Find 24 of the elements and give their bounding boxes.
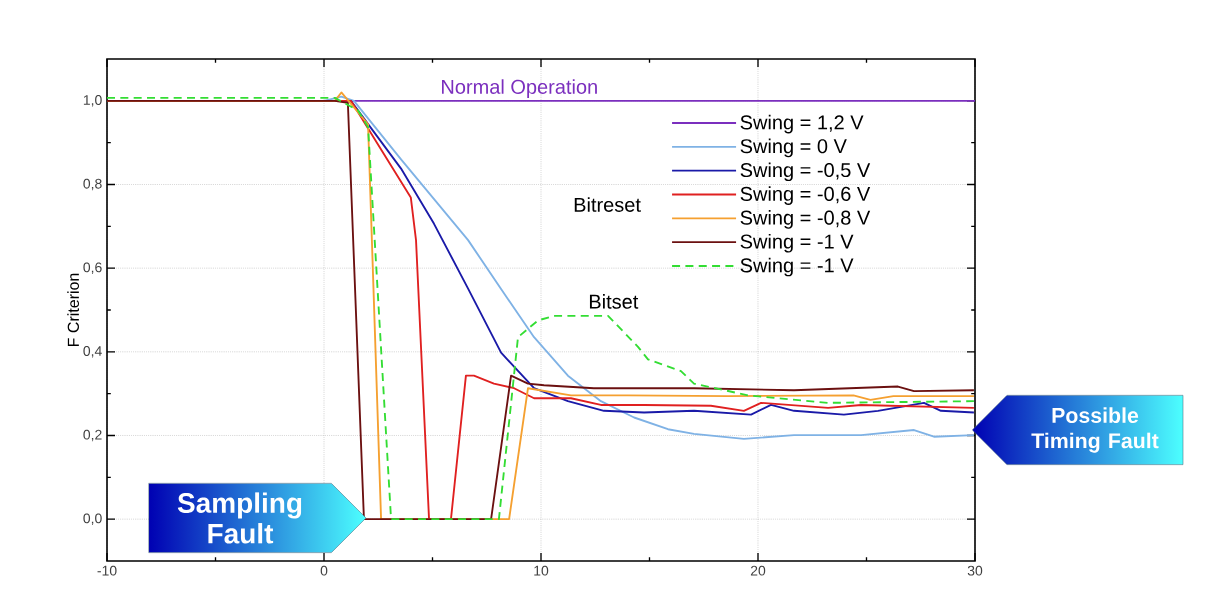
legend-label: Swing = -0,8 V	[740, 210, 871, 229]
y-tick-label: 0,6	[83, 262, 102, 274]
x-tick-label: 20	[750, 565, 766, 576]
x-tick-label: 30	[967, 565, 983, 576]
legend-label: Swing = -0,5 V	[740, 162, 871, 182]
annotation: Bitset	[589, 294, 639, 309]
x-tick-label: -10	[97, 565, 117, 576]
y-tick-label: 0,4	[83, 346, 102, 358]
annotation: Normal Operation	[442, 79, 597, 98]
y-tick-label: 0,8	[83, 178, 102, 191]
x-tick-label: 0	[320, 565, 328, 576]
legend-label: Swing = -0,6 V	[740, 186, 871, 205]
y-tick-label: 1,0	[83, 95, 102, 107]
legend-label: Swing = -1 V	[740, 233, 854, 253]
legend-label: Swing = 0 V	[740, 138, 847, 158]
annotation: Sampling Fault	[177, 492, 302, 544]
x-tick-label: 10	[534, 565, 549, 576]
legend-label: Swing = 1,2 V	[740, 114, 864, 134]
y-tick-label: 0,2	[83, 429, 102, 442]
annotation: Bitreset	[574, 197, 641, 212]
y-axis-title: F Criterion	[67, 273, 79, 347]
legend-label: Swing = -1 V	[740, 257, 854, 277]
y-tick-label: 0,0	[83, 513, 102, 525]
text: Possible Timing Fault	[1031, 407, 1159, 453]
